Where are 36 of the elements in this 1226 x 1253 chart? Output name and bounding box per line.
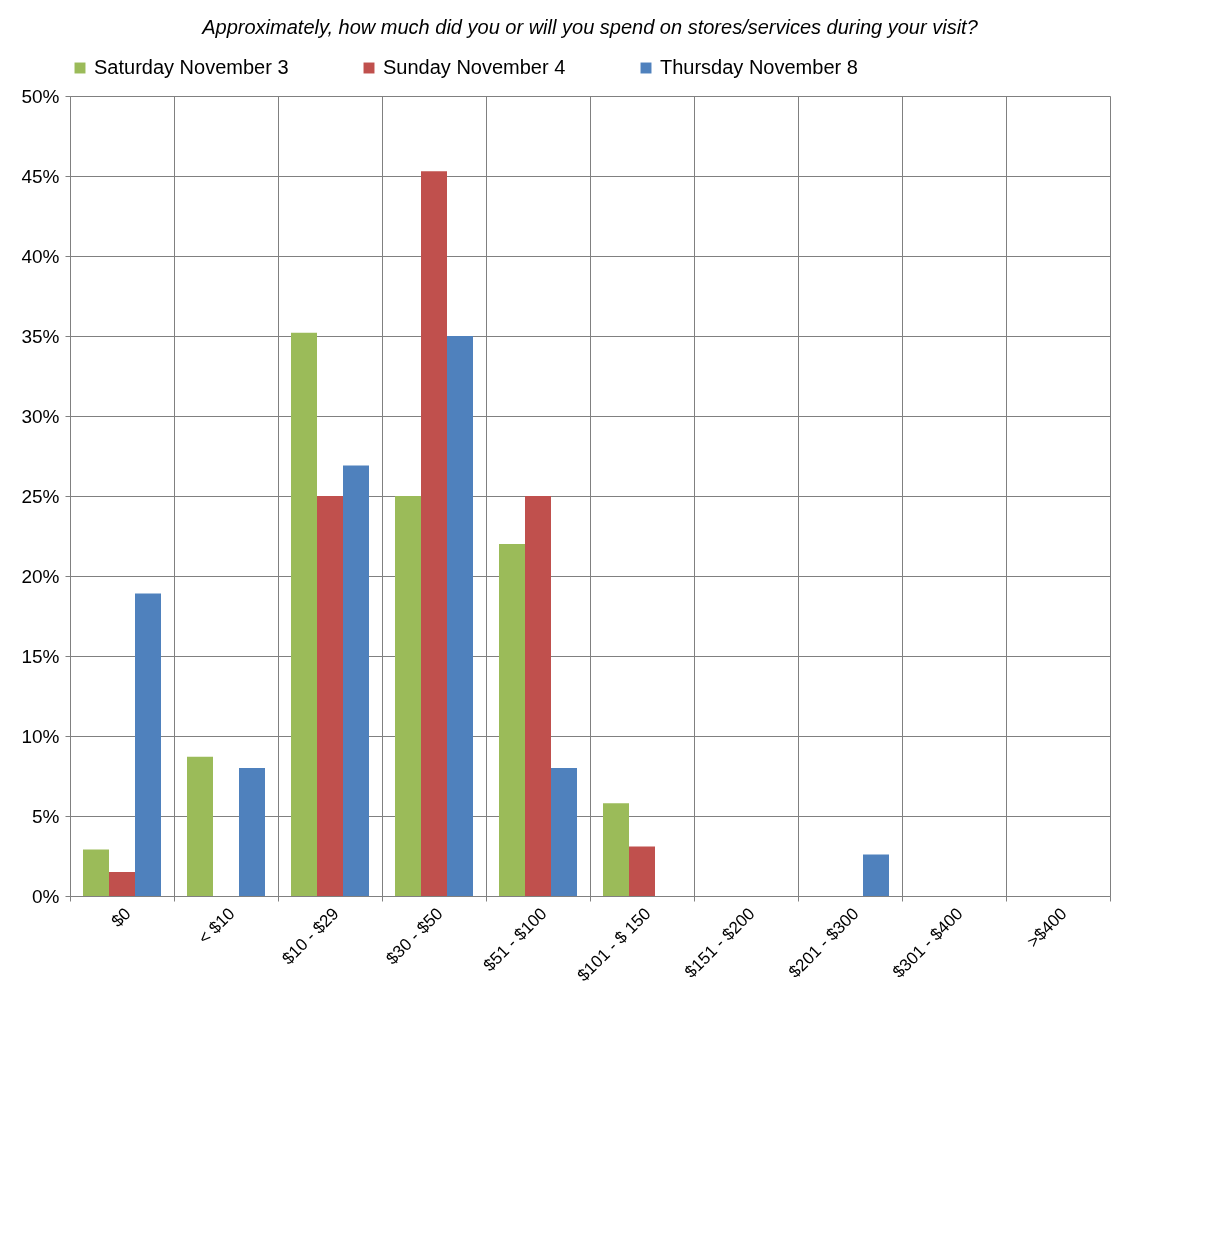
bar <box>603 803 629 896</box>
bar <box>135 593 161 896</box>
legend-label: Sunday November 4 <box>383 56 566 78</box>
bar <box>83 849 109 896</box>
bar <box>239 768 265 896</box>
bar <box>551 768 577 896</box>
y-tick-label: 10% <box>21 725 60 747</box>
x-tick-label: $0 <box>107 904 135 931</box>
x-tick-label: < $10 <box>194 904 239 948</box>
y-tick-label: 35% <box>21 325 60 347</box>
chart-title: Approximately, how much did you or will you spend on stores/services during your visit? <box>201 16 979 38</box>
y-tick-label: 30% <box>21 405 60 427</box>
bar <box>629 846 655 896</box>
y-tick-label: 0% <box>32 885 60 907</box>
bar <box>499 544 525 896</box>
y-tick-label: 5% <box>32 805 60 827</box>
bar <box>109 872 135 896</box>
bar <box>291 332 317 896</box>
y-tick-label: 50% <box>21 85 60 107</box>
x-tick-label: $30 - $50 <box>382 904 447 969</box>
y-tick-label: 45% <box>21 165 60 187</box>
y-tick-label: 25% <box>21 485 60 507</box>
bar <box>343 465 369 896</box>
bar <box>863 854 889 896</box>
bar <box>395 496 421 896</box>
y-tick-label: 20% <box>21 565 60 587</box>
y-tick-label: 15% <box>21 645 60 667</box>
bar <box>317 496 343 896</box>
bar <box>187 756 213 896</box>
x-tick-label: $10 - $29 <box>278 904 343 969</box>
bar <box>525 496 551 896</box>
legend-label: Saturday November 3 <box>94 56 289 78</box>
legend-label: Thursday November 8 <box>660 56 858 78</box>
y-tick-label: 40% <box>21 245 60 267</box>
bar <box>421 171 447 896</box>
bar <box>447 336 473 896</box>
